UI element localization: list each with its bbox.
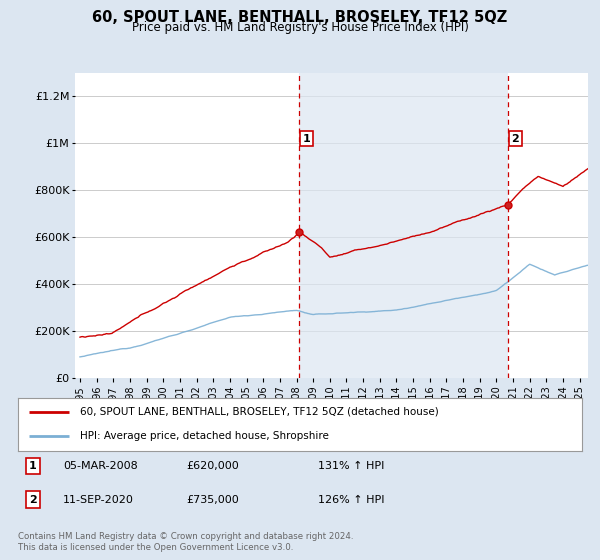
Text: Price paid vs. HM Land Registry's House Price Index (HPI): Price paid vs. HM Land Registry's House … — [131, 21, 469, 34]
Bar — [299, 73, 508, 378]
Text: 2: 2 — [511, 133, 519, 143]
Text: Contains HM Land Registry data © Crown copyright and database right 2024.: Contains HM Land Registry data © Crown c… — [18, 532, 353, 541]
Text: 11-SEP-2020: 11-SEP-2020 — [63, 494, 134, 505]
Text: 1: 1 — [29, 461, 37, 471]
Text: 05-MAR-2008: 05-MAR-2008 — [63, 461, 138, 471]
Text: This data is licensed under the Open Government Licence v3.0.: This data is licensed under the Open Gov… — [18, 543, 293, 552]
Text: 126% ↑ HPI: 126% ↑ HPI — [318, 494, 385, 505]
Text: 131% ↑ HPI: 131% ↑ HPI — [318, 461, 385, 471]
Text: 60, SPOUT LANE, BENTHALL, BROSELEY, TF12 5QZ: 60, SPOUT LANE, BENTHALL, BROSELEY, TF12… — [92, 10, 508, 25]
Text: 2: 2 — [29, 494, 37, 505]
Text: £735,000: £735,000 — [186, 494, 239, 505]
Text: HPI: Average price, detached house, Shropshire: HPI: Average price, detached house, Shro… — [80, 431, 329, 441]
Text: £620,000: £620,000 — [186, 461, 239, 471]
Text: 1: 1 — [302, 133, 310, 143]
Text: 60, SPOUT LANE, BENTHALL, BROSELEY, TF12 5QZ (detached house): 60, SPOUT LANE, BENTHALL, BROSELEY, TF12… — [80, 407, 439, 417]
